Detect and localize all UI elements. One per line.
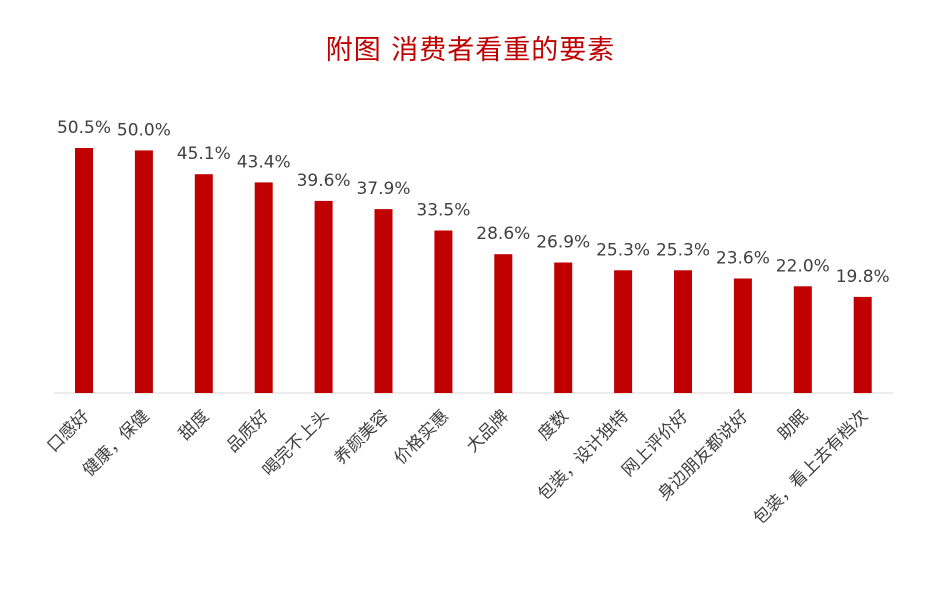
category-label-7: 大品牌 [463,406,513,456]
bar-7 [494,254,513,393]
value-label-9: 25.3% [596,240,650,260]
value-label-11: 23.6% [716,249,770,269]
value-labels-group: 50.5% 50.0% 45.1% 43.4% 39.6% 37.9% 33.5% 28.6%… [57,118,890,287]
bar-11 [733,278,752,393]
bar-2 [194,174,213,393]
value-label-1: 50.0% [117,120,171,140]
value-label-13: 19.8% [836,267,890,287]
category-label-5: 养颜美容 [331,406,393,468]
bar-1 [134,150,153,393]
value-label-3: 43.4% [237,152,291,172]
value-label-6: 33.5% [416,201,470,221]
bar-4 [314,200,333,393]
category-label-0: 口感好 [43,406,93,456]
bar-0 [75,148,93,393]
bar-9 [614,270,633,393]
category-label-12: 助眠 [774,406,812,444]
bar-13 [853,296,872,393]
value-label-2: 45.1% [177,144,231,164]
category-label-6: 价格实惠 [391,406,453,468]
chart-title: 附图 消费者看重的要素 [325,35,616,66]
bar-10 [674,270,692,393]
bar-12 [793,286,812,393]
value-label-0: 50.5% [57,118,111,138]
bar-8 [554,262,573,393]
value-label-4: 39.6% [297,171,351,191]
bar-5 [374,209,393,393]
category-label-2: 甜度 [175,406,213,444]
category-label-13: 包装，看上去有档次 [750,406,872,528]
bar-3 [254,182,273,393]
value-label-7: 28.6% [476,224,530,244]
category-label-8: 度数 [535,406,573,444]
value-label-10: 25.3% [656,240,710,260]
bars-group [75,148,872,393]
value-label-12: 22.0% [776,256,830,276]
category-label-3: 品质好 [223,406,273,456]
value-label-5: 37.9% [356,179,410,199]
bar-6 [434,230,453,393]
value-label-8: 26.9% [536,233,590,253]
